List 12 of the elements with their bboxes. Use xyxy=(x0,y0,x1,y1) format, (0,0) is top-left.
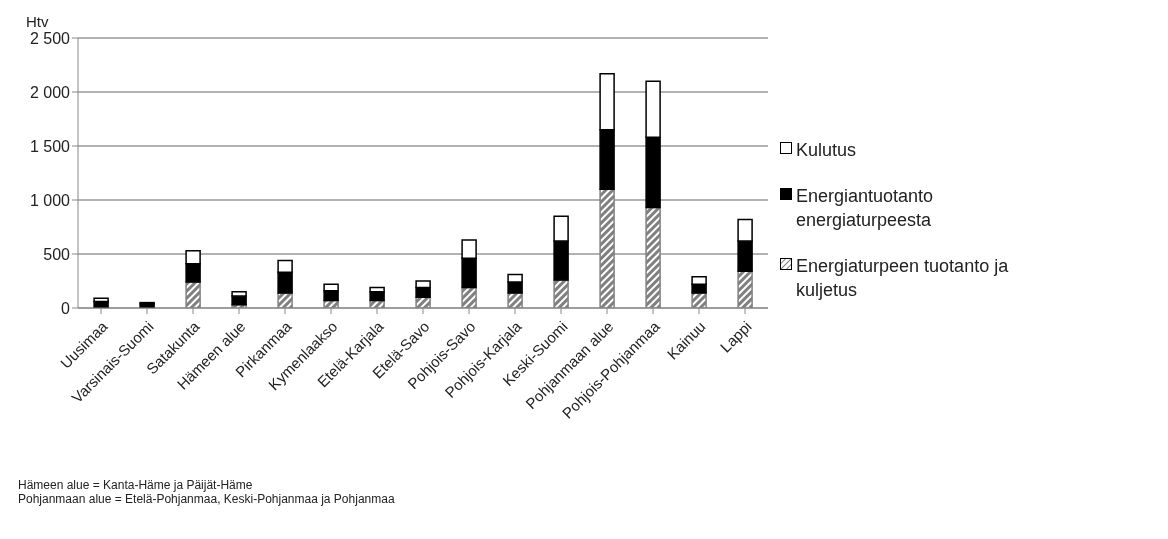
y-axis-title: Htv xyxy=(26,12,49,30)
text: Pohjanmaan alue = Etelä-Pohjanmaa, Keski-Pohjanmaa ja Pohjanmaa xyxy=(18,492,395,506)
y-tick-label: 500 xyxy=(43,245,71,263)
y-tick-label: 1 500 xyxy=(29,137,71,155)
y-tick-label: 1 000 xyxy=(29,191,71,209)
y-tick-label: 0 xyxy=(61,299,71,317)
y-tick-label: 2 000 xyxy=(29,83,71,101)
legend-label: Energiantuotanto energiaturpeesta xyxy=(796,185,935,232)
y-tick-label: 2 500 xyxy=(29,29,71,47)
text: Hämeen alue = Kanta-Häme ja Päijät-Häme xyxy=(18,478,254,492)
legend-label: Kulutus xyxy=(796,139,857,162)
text: Energiaturpeen tuotanto ja kuljetus xyxy=(796,255,1010,302)
